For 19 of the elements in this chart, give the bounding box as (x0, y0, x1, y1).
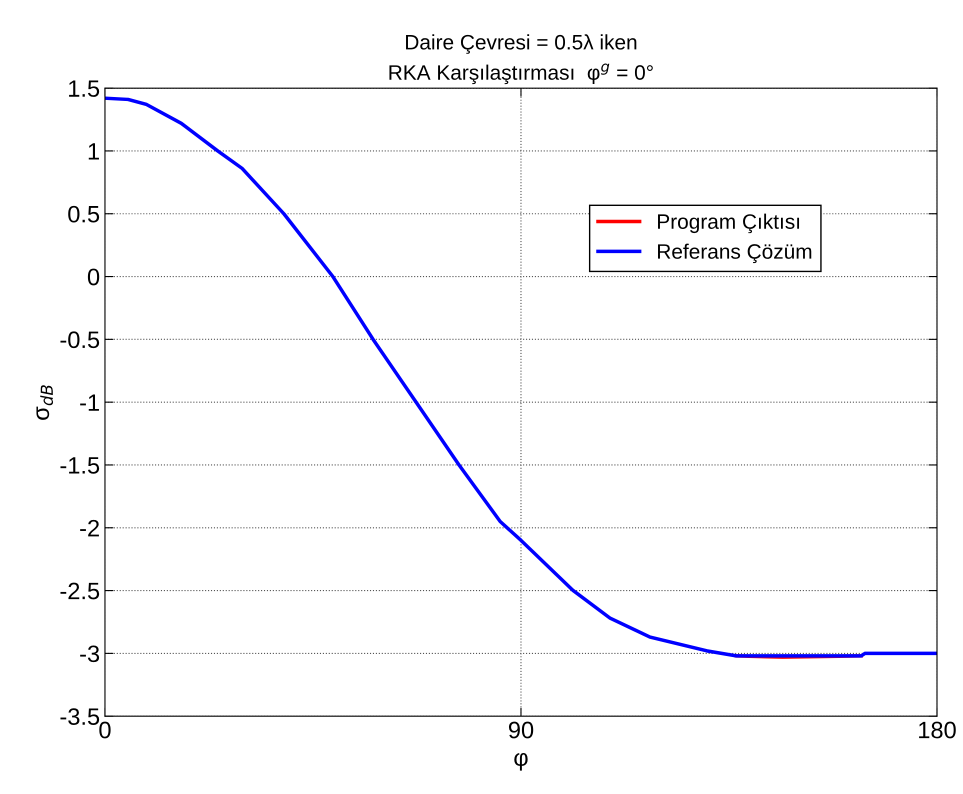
y-tick-label: -1 (80, 394, 99, 411)
y-tick-label: -2 (80, 520, 99, 536)
y-tick-label: 1 (88, 143, 99, 160)
x-tick-label: 90 (508, 722, 534, 738)
legend-label: Program Çıktısı (658, 214, 800, 234)
x-tick-label: 180 (919, 722, 956, 738)
y-tick-label: -3.5 (60, 708, 100, 725)
y-tick-label: -2.5 (60, 582, 100, 600)
y-axis-title: σ$_{dB}$ (36, 385, 54, 420)
y-tick-label: -0.5 (60, 331, 100, 348)
legend-label: Referans Çözüm (658, 244, 812, 264)
y-tick-label: 1.5 (69, 80, 100, 97)
x-axis-title: φ (514, 752, 528, 771)
y-tick-label: -3 (80, 645, 100, 662)
x-tick-label: 0 (99, 722, 111, 738)
y-tick-label: -1.5 (60, 457, 100, 474)
y-tick-label: 0.5 (68, 206, 100, 223)
chart-title: Daire Çevresi = 0.5λ iken RKA Karşılaştırması φ$^{g}$ = 0° (389, 34, 653, 84)
y-tick-label: 0 (88, 268, 100, 286)
